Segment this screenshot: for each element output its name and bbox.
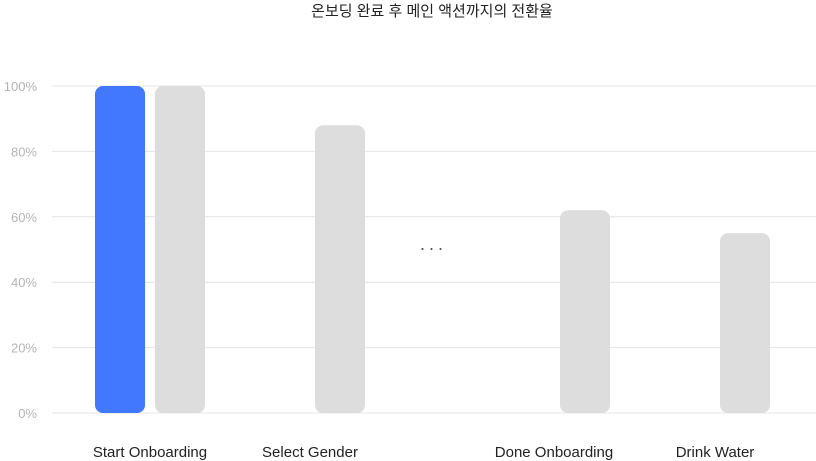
bar	[315, 125, 365, 414]
y-axis-ticks: 0% 20% 40% 60% 80% 100%	[4, 79, 38, 421]
bar	[155, 86, 205, 413]
y-tick-label: 40%	[11, 275, 37, 290]
bars	[95, 86, 770, 414]
gap-ellipsis: ···	[420, 238, 447, 258]
x-category-label: Start Onboarding	[93, 444, 207, 461]
chart-title: 온보딩 완료 후 메인 액션까지의 전환율	[311, 3, 553, 20]
x-axis-categories: Start Onboarding Select Gender Done Onboar…	[93, 444, 754, 461]
x-category-label: Select Gender	[262, 444, 358, 461]
y-tick-label: 60%	[11, 210, 37, 225]
y-tick-label: 0%	[18, 406, 37, 421]
y-tick-label: 80%	[11, 144, 37, 159]
bar	[560, 210, 610, 413]
y-tick-label: 100%	[4, 79, 38, 94]
bar	[720, 233, 770, 413]
x-category-label: Drink Water	[676, 444, 755, 461]
x-category-label: Done Onboarding	[495, 444, 613, 461]
bar-highlight	[95, 86, 145, 413]
y-tick-label: 20%	[11, 341, 37, 356]
